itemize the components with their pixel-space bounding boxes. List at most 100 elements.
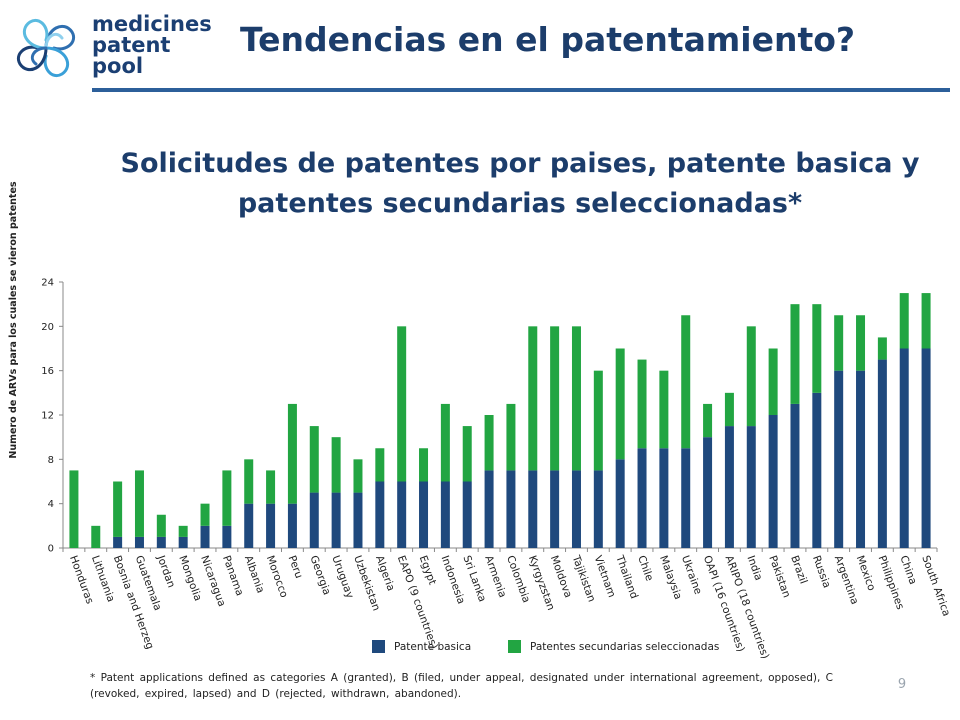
bar-basic [287,503,297,548]
bar-secondary [593,370,603,471]
bar-basic [812,392,822,548]
bar-basic [856,370,866,548]
x-tick-label: Malaysia [657,554,684,601]
bar-secondary [287,403,297,504]
bar-secondary [375,448,385,482]
x-tick-label: Uruguay [329,554,356,600]
bar-basic [724,426,734,548]
y-tick-label: 12 [41,411,54,422]
bar-basic [222,525,232,548]
bar-basic [419,481,429,548]
bar-secondary [746,326,756,427]
bar-secondary [528,326,538,471]
bar-basic [440,481,450,548]
bar-basic [156,536,166,548]
bar-secondary [790,304,800,404]
bar-basic [571,470,581,548]
legend-label-basic: Patente basica [394,641,472,653]
y-tick-label: 0 [48,544,54,555]
logo-wordmark: medicines patent pool [92,14,212,77]
bar-secondary [550,326,560,471]
bar-basic [178,536,188,548]
bar-basic [309,492,319,548]
medicines-patent-pool-logo [17,19,75,77]
x-tick-label: Morocco [264,554,290,599]
bar-secondary [812,304,822,393]
bar-secondary [244,459,254,504]
bar-secondary [484,415,494,471]
bar-secondary [724,392,734,427]
bar-secondary [178,525,188,537]
bar-basic [768,415,778,548]
footnote: * Patent applications defined as categor… [90,672,834,700]
bar-secondary [506,403,516,471]
bar-secondary [615,348,625,460]
x-tick-label: South Africa [919,554,952,618]
bar-secondary [134,470,144,537]
y-tick-label: 16 [41,366,54,377]
bar-secondary [200,503,210,526]
bar-basic [877,359,887,548]
x-tick-label: Pakistan [766,554,792,599]
bar-basic [637,448,647,548]
x-tick-label: India [744,554,764,582]
bar-basic [593,470,603,548]
bar-secondary [353,459,363,493]
bar-secondary [266,470,276,504]
y-tick-label: 4 [48,499,54,510]
bar-basic [462,481,472,548]
bar-basic [921,348,931,548]
logo-line-2: patent [92,33,171,57]
y-tick-label: 20 [41,322,54,333]
legend-swatch-basic [372,640,385,653]
x-tick-label: China [897,554,919,586]
bar-secondary [397,326,407,482]
bar-secondary [877,337,887,360]
bar-secondary [856,315,866,371]
y-tick-label: 8 [48,455,54,466]
bar-secondary [419,448,429,482]
bar-basic [353,492,363,548]
legend-swatch-secondary [508,640,521,653]
bar-basic [615,459,625,548]
title-divider [92,88,950,92]
bar-secondary [69,470,79,548]
x-tick-label: Brazil [788,554,809,586]
bar-basic [790,403,800,548]
x-tick-label: Georgia [307,554,332,597]
bar-secondary [703,403,713,438]
bar-basic [266,503,276,548]
x-tick-label: Albania [242,554,267,595]
y-tick-label: 24 [41,278,54,289]
bar-secondary [571,326,581,471]
bar-basic [746,426,756,548]
page-number: 9 [897,677,907,692]
bar-secondary [681,315,691,449]
bar-basic [834,370,844,548]
bar-basic [113,536,123,548]
bar-secondary [440,403,450,482]
bar-basic [899,348,909,548]
x-tick-label: Jordan [154,553,177,589]
bar-secondary [768,348,778,415]
bar-secondary [637,359,647,449]
legend-label-secondary: Patentes secundarias seleccionadas [530,641,720,653]
bar-basic [397,481,407,548]
bar-secondary [834,315,844,371]
bar-basic [244,503,254,548]
bar-basic [200,525,210,548]
bar-secondary [331,437,341,493]
y-axis-label: Numero de ARVs para los cuales se vieron… [8,181,19,459]
bar-basic [331,492,341,548]
x-tick-label: Russia [810,554,833,590]
bar-secondary [222,470,232,526]
bar-basic [681,448,691,548]
bar-basic [528,470,538,548]
bar-secondary [113,481,123,537]
logo-line-3: pool [92,54,144,78]
x-tick-label: Algeria [373,554,397,593]
x-tick-label: Mexico [854,554,878,593]
x-tick-label: Ukraine [679,554,704,596]
bar-basic [484,470,494,548]
